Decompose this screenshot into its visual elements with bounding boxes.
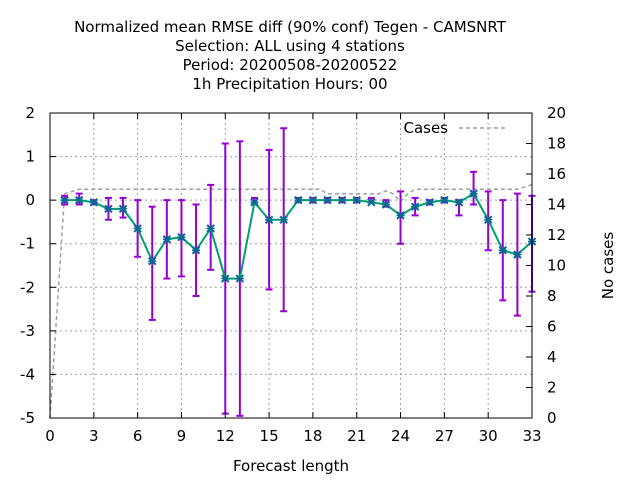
y2-axis-label: No cases — [599, 232, 617, 300]
data-point — [323, 195, 332, 205]
y2-tick-label: 8 — [547, 287, 557, 305]
x-tick-label: 24 — [391, 427, 410, 445]
y2-tick-label: 0 — [547, 409, 557, 427]
x-tick-label: 0 — [45, 427, 55, 445]
data-point — [483, 215, 493, 224]
y-tick-label: 2 — [25, 104, 35, 122]
y-tick-label: -2 — [20, 278, 35, 296]
title-line: Period: 20200508-20200522 — [183, 56, 398, 74]
title-line: Selection: ALL using 4 stations — [175, 37, 405, 55]
data-point — [235, 274, 245, 283]
title-line: 1h Precipitation Hours: 00 — [192, 75, 387, 93]
grid — [50, 113, 532, 418]
data-point — [425, 198, 434, 207]
data-point — [264, 215, 274, 224]
x-tick-label: 30 — [479, 427, 498, 445]
y-tick-label: -1 — [20, 235, 35, 253]
cases-line — [49, 183, 533, 419]
y2-tick-label: 16 — [547, 165, 566, 183]
data-point — [250, 198, 259, 207]
plot-frame — [49, 112, 533, 419]
error-bar — [148, 205, 156, 321]
data-point — [396, 211, 405, 220]
legend: Cases — [403, 119, 506, 137]
y2-tick-label: 4 — [547, 348, 557, 366]
data-point — [410, 202, 420, 211]
data-point — [337, 195, 347, 205]
data-point — [191, 246, 201, 255]
data-point — [440, 195, 449, 205]
x-axis-label: Forecast length — [233, 457, 349, 475]
data-point — [177, 232, 186, 242]
data-point — [148, 256, 157, 266]
data-point — [162, 235, 172, 244]
error-bars — [61, 127, 536, 417]
data-point — [60, 195, 69, 205]
x-tick-label: 9 — [177, 427, 187, 445]
x-tick-label: 15 — [260, 427, 279, 445]
y-tick-label: 0 — [25, 191, 35, 209]
data-point — [75, 195, 84, 205]
error-bar — [470, 170, 478, 206]
data-point — [469, 189, 478, 198]
y2-tick-label: 10 — [547, 257, 566, 275]
x-tick-label: 18 — [303, 427, 322, 445]
data-point — [206, 224, 215, 233]
x-tick-label: 27 — [435, 427, 454, 445]
data-point — [381, 200, 391, 209]
chart-title: Normalized mean RMSE diff (90% conf) Teg… — [74, 18, 507, 93]
x-tick-label: 3 — [89, 427, 99, 445]
data-point — [221, 274, 230, 283]
legend-label: Cases — [403, 119, 448, 137]
data-point — [294, 195, 303, 205]
cases-series — [49, 183, 533, 419]
data-point — [352, 195, 361, 205]
y-tick-label: 1 — [25, 148, 35, 166]
error-bar — [397, 190, 405, 245]
title-line: Normalized mean RMSE diff (90% conf) Teg… — [74, 18, 507, 36]
y2-tick-label: 2 — [547, 379, 557, 397]
y2-tick-label: 14 — [547, 196, 566, 214]
data-point — [104, 204, 113, 214]
x-tick-label: 33 — [522, 427, 541, 445]
y2-tick-label: 12 — [547, 226, 566, 244]
y2-tick-label: 18 — [547, 135, 566, 153]
data-point — [367, 198, 376, 207]
x-tick-label: 6 — [133, 427, 143, 445]
y-tick-label: -5 — [20, 409, 35, 427]
y2-tick-label: 6 — [547, 318, 557, 336]
data-point — [133, 224, 142, 233]
data-point — [308, 195, 318, 205]
data-point — [454, 198, 464, 207]
x-tick-label: 21 — [347, 427, 366, 445]
data-point — [279, 215, 288, 224]
data-point — [498, 246, 507, 255]
y2-tick-label: 20 — [547, 104, 566, 122]
data-point — [118, 204, 128, 214]
y-tick-label: -4 — [20, 365, 35, 383]
data-point — [513, 250, 522, 259]
axis-ticks: 0 3 6 9 12 15 18 21 24 27 30 33210-1-2-3-4-52018161… — [20, 104, 566, 445]
rmse-diff-series — [60, 189, 537, 283]
y-tick-label: -3 — [20, 322, 35, 340]
x-tick-label: 12 — [216, 427, 235, 445]
data-point — [89, 198, 99, 207]
